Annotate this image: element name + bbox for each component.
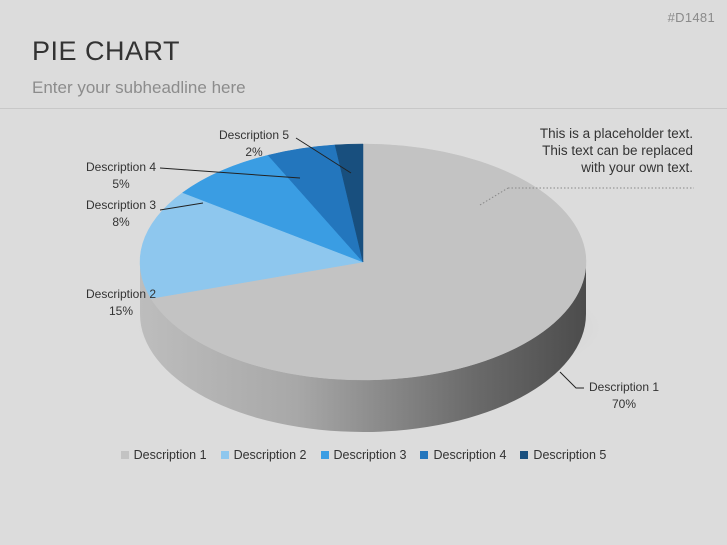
slice-label-2: Description 2 <box>86 287 156 301</box>
pie-side-wall <box>140 262 586 432</box>
page-subtitle: Enter your subheadline here <box>32 78 246 97</box>
slice-value-5: 2% <box>245 145 263 159</box>
legend-swatch-4 <box>420 451 429 459</box>
legend-swatch-3 <box>320 451 329 459</box>
slice-value-4: 5% <box>112 177 130 191</box>
placeholder-line-2: This text can be replaced <box>542 143 693 158</box>
leader-line-5 <box>295 137 352 174</box>
legend-swatch-2 <box>220 451 229 459</box>
legend-label-1: Description 1 <box>133 448 207 462</box>
legend-item-4: Description 4 <box>420 448 506 462</box>
legend-item-5: Description 5 <box>520 448 606 462</box>
legend-swatch-1 <box>120 451 129 459</box>
placeholder-line-3: with your own text. <box>581 160 693 175</box>
slice-label-3: Description 3 <box>86 198 156 212</box>
legend-label-3: Description 3 <box>333 448 407 462</box>
slice-value-2: 15% <box>109 304 133 318</box>
header-divider <box>0 108 727 109</box>
leader-line-1 <box>559 371 584 389</box>
placeholder-text: This is a placeholder text. This text ca… <box>373 125 693 176</box>
leader-line-3 <box>159 202 204 211</box>
slice-value-1: 70% <box>612 397 636 411</box>
legend-item-3: Description 3 <box>320 448 407 462</box>
legend-label-4: Description 4 <box>433 448 507 462</box>
chart-legend: Description 1 Description 2 Description 3 D… <box>0 448 727 462</box>
pie-slice-3 <box>182 154 364 263</box>
legend-label-2: Description 2 <box>233 448 307 462</box>
slide-id: #D1481 <box>667 10 715 25</box>
pie-slice-1 <box>150 143 587 381</box>
pie-slice-2 <box>139 192 364 299</box>
placeholder-line-1: This is a placeholder text. <box>539 126 693 141</box>
pie-slice-5 <box>334 143 364 263</box>
legend-swatch-5 <box>520 451 529 459</box>
leader-line-4 <box>159 167 301 179</box>
slice-value-3: 8% <box>112 215 130 229</box>
page-title: PIE CHART <box>32 36 181 66</box>
legend-item-1: Description 1 <box>120 448 207 462</box>
slice-label-1: Description 1 <box>589 380 659 394</box>
slice-label-5: Description 5 <box>219 128 289 142</box>
slice-label-4: Description 4 <box>86 160 156 174</box>
legend-item-2: Description 2 <box>220 448 307 462</box>
legend-label-5: Description 5 <box>533 448 607 462</box>
